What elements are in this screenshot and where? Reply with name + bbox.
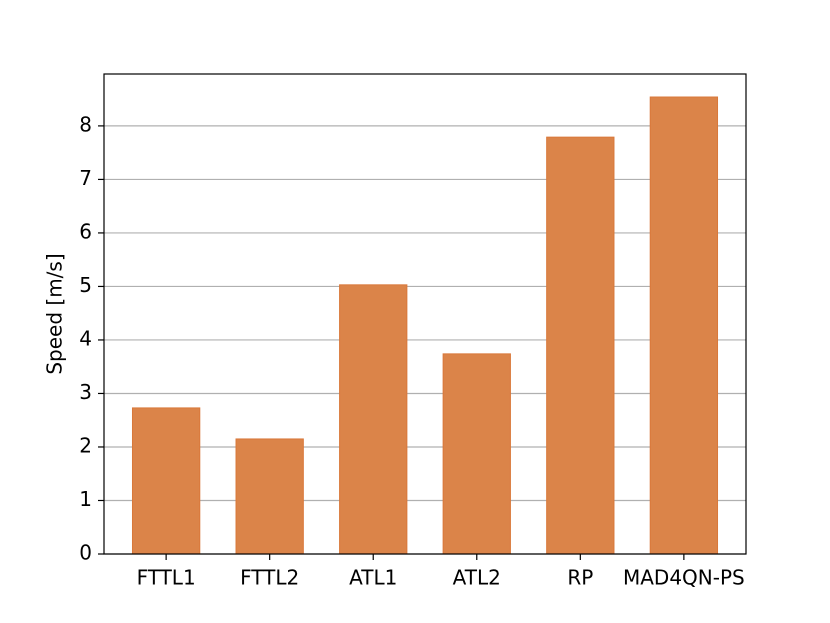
x-tick-label: FTTL1	[137, 566, 196, 590]
y-tick-label: 6	[79, 219, 92, 243]
y-tick-label: 3	[79, 380, 92, 404]
y-tick-label: 4	[79, 326, 92, 350]
y-tick-label: 7	[79, 166, 92, 190]
bar	[649, 96, 719, 555]
bar	[339, 284, 408, 555]
bar	[546, 136, 615, 555]
x-tick-label: ATL1	[349, 566, 397, 590]
x-tick-label: RP	[567, 566, 593, 590]
bar	[131, 407, 201, 555]
y-tick-label: 8	[79, 112, 92, 136]
x-tick-label: ATL2	[453, 566, 501, 590]
bar	[442, 353, 511, 555]
bar	[235, 438, 304, 555]
y-axis-label: Speed [m/s]	[43, 253, 67, 374]
y-tick-label: 1	[79, 487, 92, 511]
y-tick-label: 5	[79, 273, 92, 297]
y-tick-label: 0	[79, 541, 92, 565]
x-tick-label: FTTL2	[240, 566, 299, 590]
x-tick-label: MAD4QN-PS	[623, 566, 745, 590]
y-tick-label: 2	[79, 433, 92, 457]
plot-frame	[103, 73, 747, 555]
